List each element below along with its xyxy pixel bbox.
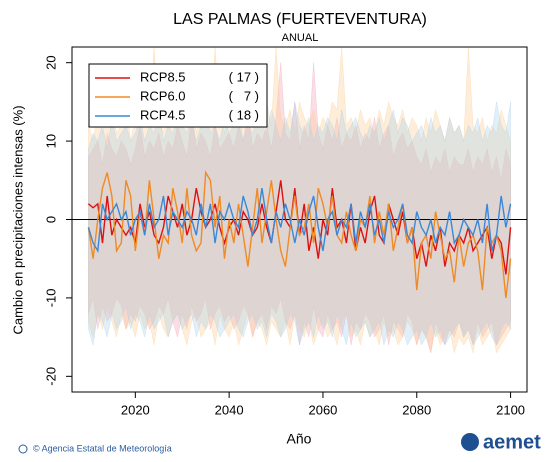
x-tick-label: 2080 — [402, 402, 431, 417]
x-axis-label: Año — [287, 431, 312, 447]
legend-label: RCP6.0 — [140, 88, 186, 103]
x-tick-label: 2060 — [308, 402, 337, 417]
legend-count: ( 17 ) — [229, 69, 259, 84]
legend: RCP8.5 ( 17 ) RCP6.0 ( 7 ) RCP4.5 ( 18 ) — [88, 63, 268, 128]
bands — [88, 47, 511, 354]
lines — [72, 170, 527, 298]
y-tick-label: 20 — [43, 55, 58, 69]
chart-subtitle: ANUAL — [282, 32, 319, 44]
x-tick-label: 2020 — [121, 402, 150, 417]
y-tick-label: -20 — [43, 367, 58, 386]
y-axis-label: Cambio en precipitaciones intensas (%) — [10, 105, 25, 334]
series-line — [87, 170, 512, 298]
logo-icon — [461, 433, 479, 451]
footer-credit: © Agencia Estatal de Meteorología — [33, 443, 172, 453]
y-tick-label: 10 — [43, 134, 58, 148]
logo: aemet — [461, 431, 541, 453]
x-tick-label: 2100 — [496, 402, 525, 417]
logo-text: aemet — [483, 431, 541, 453]
range-band — [88, 101, 511, 346]
y-tick-label: 0 — [43, 216, 58, 223]
legend-label: RCP4.5 — [140, 107, 186, 122]
chart-title: LAS PALMAS (FUERTEVENTURA) — [173, 11, 427, 28]
series-line — [87, 188, 512, 254]
legend-label: RCP8.5 — [140, 69, 186, 84]
footer-icon — [18, 444, 28, 454]
x-tick-label: 2040 — [215, 402, 244, 417]
y-tick-label: -10 — [43, 289, 58, 308]
legend-count: ( 7 ) — [229, 88, 259, 103]
legend-count: ( 18 ) — [229, 107, 259, 122]
